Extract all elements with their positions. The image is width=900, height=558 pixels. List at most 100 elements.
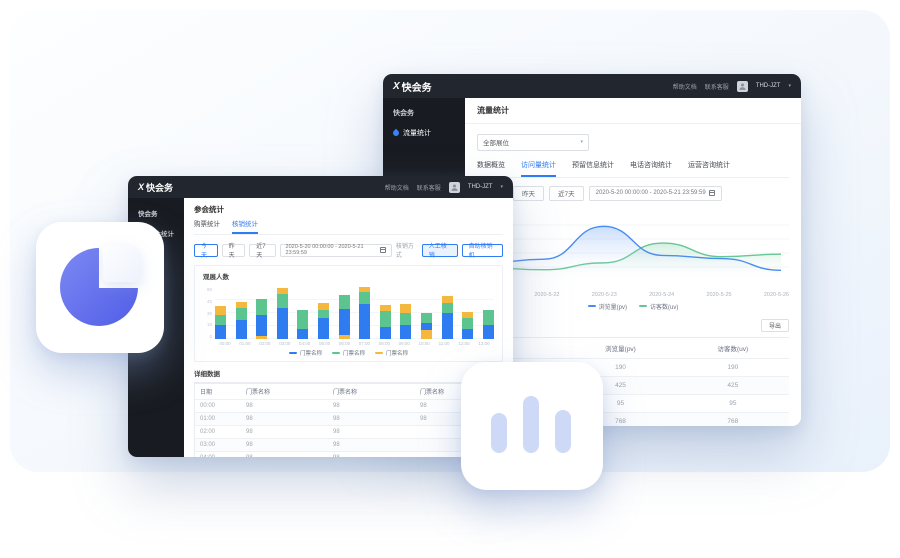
stacked-bar[interactable] bbox=[441, 295, 453, 339]
contact-support-link[interactable]: 联系客服 bbox=[416, 185, 441, 192]
tab-3[interactable]: 电话咨询统计 bbox=[630, 161, 672, 169]
bar-segment-yellow bbox=[462, 312, 474, 319]
chevron-down-icon: ▾ bbox=[580, 139, 583, 145]
help-docs-link[interactable]: 帮助文档 bbox=[384, 185, 409, 192]
tab-0[interactable]: 数据概览 bbox=[477, 161, 505, 169]
stacked-bar[interactable] bbox=[235, 301, 247, 339]
bar-segment-blue bbox=[441, 313, 453, 339]
chevron-down-icon[interactable]: ▾ bbox=[788, 83, 791, 89]
sidebar-group-label: 快会务 bbox=[138, 211, 158, 218]
legend-marker bbox=[375, 352, 383, 354]
sidebar-item-traffic-stats[interactable]: 流量统计 bbox=[383, 118, 465, 138]
x-tick-label: 2020-5-26 bbox=[763, 291, 789, 298]
bar-segment-green bbox=[441, 302, 453, 313]
bar-segment-blue bbox=[276, 307, 288, 339]
export-button[interactable]: 导出 bbox=[760, 318, 789, 332]
x-tick-label: 06:00 bbox=[338, 341, 351, 346]
x-tick-label: 08:00 bbox=[378, 341, 390, 346]
logo-icon: X bbox=[393, 80, 400, 92]
self-service-verify-button[interactable]: 自助核销机 bbox=[461, 243, 503, 259]
logo-icon: X bbox=[138, 182, 145, 192]
y-tick-label: 0 bbox=[209, 334, 212, 339]
sidebar-group-label: 快会务 bbox=[393, 110, 414, 117]
x-tick-label: 2020-5-25 bbox=[706, 291, 732, 298]
manual-verify-button[interactable]: 人工核销 bbox=[421, 243, 458, 259]
user-avatar[interactable] bbox=[448, 181, 460, 193]
stacked-bar[interactable] bbox=[318, 303, 330, 339]
x-tick-label: 2020-5-23 bbox=[591, 291, 617, 298]
stacked-bar[interactable] bbox=[276, 287, 288, 339]
stacked-bar[interactable] bbox=[400, 304, 412, 339]
app-logo[interactable]: X 快会务 bbox=[393, 79, 432, 94]
stacked-bar[interactable] bbox=[379, 305, 391, 339]
date-range-picker[interactable]: 2020-5-20 00:00:00 - 2020-5-21 23:59:59 bbox=[588, 185, 722, 201]
bar-segment-green bbox=[482, 309, 494, 326]
stacked-bar[interactable] bbox=[215, 306, 226, 339]
column-header: 门票名称 bbox=[328, 383, 416, 400]
tab-0[interactable]: 购票统计 bbox=[194, 221, 220, 228]
bar-chart-icon bbox=[523, 396, 539, 453]
contact-support-link[interactable]: 联系客服 bbox=[704, 84, 729, 91]
bar-segment-yellow bbox=[318, 303, 330, 310]
tab-2[interactable]: 预留信息统计 bbox=[572, 161, 614, 169]
bar-segment-yellow bbox=[400, 304, 412, 314]
chevron-down-icon[interactable]: ▾ bbox=[500, 184, 503, 190]
bar-segment-yellow bbox=[379, 305, 391, 312]
x-tick-label: 11:00 bbox=[438, 341, 450, 346]
y-axis-labels: 60 45 30 15 0 bbox=[203, 287, 212, 339]
range-button-0[interactable]: 今天 bbox=[194, 243, 218, 259]
logo-text: 快会务 bbox=[146, 182, 174, 193]
stacked-bar[interactable] bbox=[338, 294, 350, 339]
x-tick-label: 03:00 bbox=[279, 341, 291, 346]
calendar-icon bbox=[708, 190, 715, 196]
stacked-bar[interactable] bbox=[462, 312, 474, 339]
user-avatar[interactable] bbox=[736, 80, 748, 92]
bar-chart-icon-card bbox=[461, 362, 603, 490]
legend-item[interactable]: 门票名称 bbox=[288, 349, 322, 357]
stacked-bars bbox=[215, 287, 494, 339]
tab-1[interactable]: 访问量统计 bbox=[521, 160, 556, 177]
x-tick-label: 01:00 bbox=[239, 341, 251, 346]
date-range-picker[interactable]: 2020-5-20 00:00:00 - 2020-5-21 23:59:59 bbox=[279, 243, 392, 257]
app-header: X 快会务 帮助文档 联系客服 THD-JZT ▾ bbox=[383, 74, 801, 98]
booth-select[interactable]: 全部展位 ▾ bbox=[477, 133, 589, 151]
chart-title: 观展人数 bbox=[203, 274, 229, 281]
range-button-2[interactable]: 近7天 bbox=[549, 185, 584, 201]
legend-item[interactable]: 门票名称 bbox=[331, 349, 365, 357]
app-logo[interactable]: X 快会务 bbox=[138, 181, 173, 194]
user-name[interactable]: THD-JZT bbox=[755, 83, 781, 89]
stacked-bar[interactable] bbox=[256, 299, 268, 339]
bar-segment-green bbox=[400, 313, 412, 326]
chart-legend: 门票名称 门票名称 门票名称 bbox=[203, 349, 494, 357]
bar-segment-blue bbox=[256, 314, 268, 336]
stacked-bar[interactable] bbox=[297, 309, 309, 339]
column-header: 浏览量(pv) bbox=[564, 336, 677, 359]
bar-segment-yellow bbox=[276, 287, 288, 294]
y-tick-label: 45 bbox=[206, 298, 212, 304]
date-quick-filters: 今天昨天近7天 2020-5-20 00:00:00 - 2020-5-21 2… bbox=[184, 235, 513, 265]
bar-segment-yellow bbox=[441, 295, 453, 303]
tab-4[interactable]: 运营咨询统计 bbox=[688, 161, 730, 169]
stacked-bar[interactable] bbox=[482, 309, 494, 339]
sidebar-item-attendance-stats[interactable]: 参会统计 bbox=[128, 218, 184, 238]
legend-item[interactable]: 门票名称 bbox=[375, 349, 408, 357]
detail-table: 日期 门票名称 门票名称 门票名称 00:00 98 98 98 01:00 98 98 98 02:… bbox=[194, 382, 503, 457]
range-button-1[interactable]: 昨天 bbox=[221, 243, 246, 259]
bar-segment-green bbox=[338, 294, 350, 309]
tab-1[interactable]: 核销统计 bbox=[232, 218, 258, 234]
bar-segment-yellow bbox=[256, 335, 268, 339]
legend-item[interactable]: 浏览量(pv) bbox=[587, 302, 627, 311]
column-header: 访客数(uv) bbox=[676, 336, 789, 359]
stacked-bar[interactable] bbox=[359, 287, 371, 339]
legend-item[interactable]: 访客数(uv) bbox=[639, 302, 678, 311]
range-button-1[interactable]: 昨天 bbox=[513, 185, 544, 201]
sidebar-item-label: 流量统计 bbox=[403, 130, 431, 137]
stacked-bar[interactable] bbox=[421, 313, 433, 339]
droplet-icon bbox=[391, 128, 401, 138]
help-docs-link[interactable]: 帮助文档 bbox=[672, 84, 697, 91]
legend-marker bbox=[331, 352, 340, 354]
user-name[interactable]: THD-JZT bbox=[467, 184, 493, 190]
range-button-2[interactable]: 近7天 bbox=[249, 243, 276, 259]
table-row: 02:00 98 98 bbox=[195, 425, 502, 439]
